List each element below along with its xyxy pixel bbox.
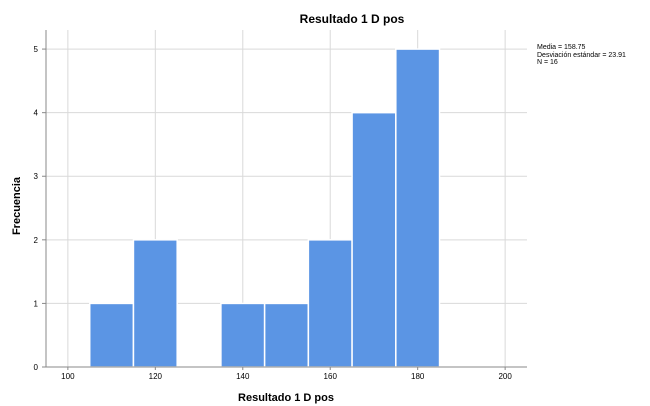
histogram-bar bbox=[307, 239, 353, 368]
stats-box: Media = 158.75 Desviación estándar = 23.… bbox=[537, 44, 626, 67]
chart-title: Resultado 1 D pos bbox=[300, 12, 405, 26]
y-tick-label: 3 bbox=[34, 172, 39, 181]
histogram-bar bbox=[132, 239, 178, 368]
x-tick-label: 180 bbox=[411, 372, 425, 381]
stat-n: N = 16 bbox=[537, 59, 558, 66]
x-tick-label: 120 bbox=[149, 372, 163, 381]
y-tick-labels: 0 1 2 3 4 5 bbox=[34, 45, 46, 372]
stat-mean: Media = 158.75 bbox=[537, 44, 586, 51]
y-tick-label: 0 bbox=[34, 363, 39, 372]
y-axis-label: Frecuencia bbox=[11, 176, 23, 235]
x-tick-label: 100 bbox=[61, 372, 75, 381]
y-tick-label: 4 bbox=[34, 109, 39, 118]
x-tick-label: 200 bbox=[498, 372, 512, 381]
y-tick-label: 5 bbox=[34, 45, 39, 54]
histogram-bar bbox=[88, 302, 135, 368]
histogram-bar bbox=[263, 302, 310, 368]
y-tick-label: 1 bbox=[34, 299, 39, 308]
x-tick-labels: 100 120 140 160 180 200 bbox=[61, 367, 512, 381]
stat-std: Desviación estándar = 23.91 bbox=[537, 51, 626, 59]
histogram-bar bbox=[395, 48, 441, 368]
x-tick-label: 160 bbox=[324, 372, 338, 381]
x-tick-label: 140 bbox=[236, 372, 250, 381]
axes bbox=[45, 30, 527, 368]
y-tick-label: 2 bbox=[34, 236, 39, 245]
x-axis-label: Resultado 1 D pos bbox=[238, 392, 334, 404]
histogram-bar bbox=[220, 302, 266, 368]
bars-group bbox=[88, 48, 441, 368]
histogram-bar bbox=[351, 111, 397, 368]
